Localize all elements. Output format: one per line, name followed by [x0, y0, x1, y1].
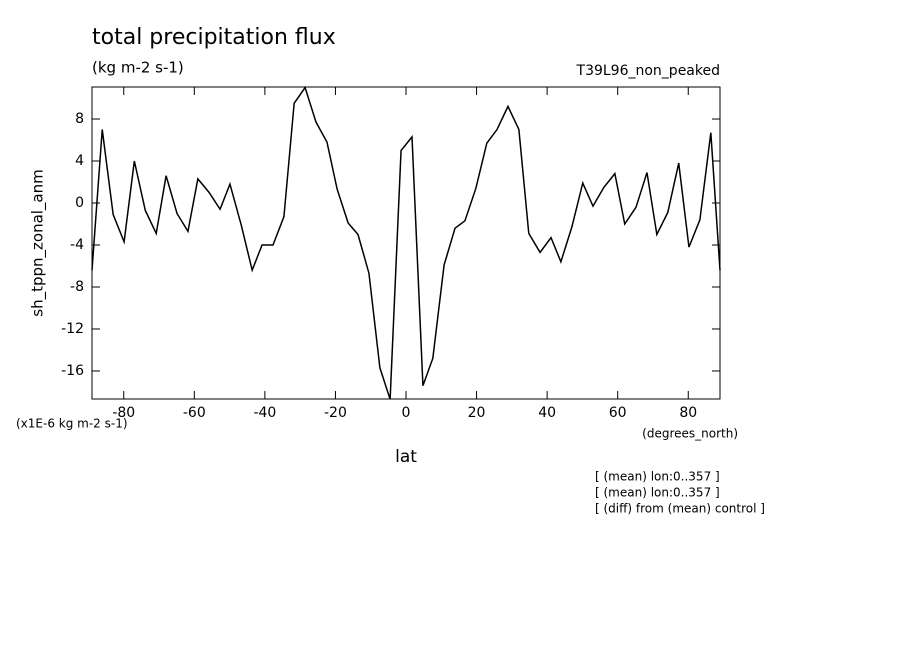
x-tick-label: 20 — [468, 405, 486, 421]
y-tick-label: 8 — [75, 111, 84, 127]
note: [ (mean) lon:0..357 ] — [595, 486, 720, 500]
y-tick-label: -8 — [70, 279, 84, 295]
note: [ (diff) from (mean) control ] — [595, 502, 765, 516]
y-tick-label: 0 — [75, 195, 84, 211]
x-units: (degrees_north) — [642, 427, 738, 441]
note: [ (mean) lon:0..357 ] — [595, 470, 720, 484]
dataset: T39L96_non_peaked — [576, 63, 720, 79]
plot-frame — [91, 86, 721, 400]
x-axis-label: lat — [395, 447, 417, 467]
x-tick-label: -40 — [253, 405, 276, 421]
x-tick-label: -60 — [183, 405, 206, 421]
y-tick-label: -16 — [61, 363, 84, 379]
x-tick-label: 0 — [402, 405, 411, 421]
data-line — [91, 85, 721, 400]
y-axis-label: sh_tppn_zonal_anm — [29, 169, 48, 316]
y-tick-label: 4 — [75, 153, 84, 169]
x-tick-label: 40 — [538, 405, 556, 421]
x-tick-label: 80 — [679, 405, 697, 421]
y-units: (x1E-6 kg m-2 s-1) — [16, 417, 128, 431]
chart-title: total precipitation flux — [92, 25, 336, 50]
y-tick-label: -4 — [70, 237, 84, 253]
subtitle: (kg m-2 s-1) — [92, 59, 184, 77]
x-tick-label: -20 — [324, 405, 347, 421]
x-tick-label: -80 — [112, 405, 135, 421]
x-tick-label: 60 — [609, 405, 627, 421]
y-tick-label: -12 — [61, 321, 84, 337]
